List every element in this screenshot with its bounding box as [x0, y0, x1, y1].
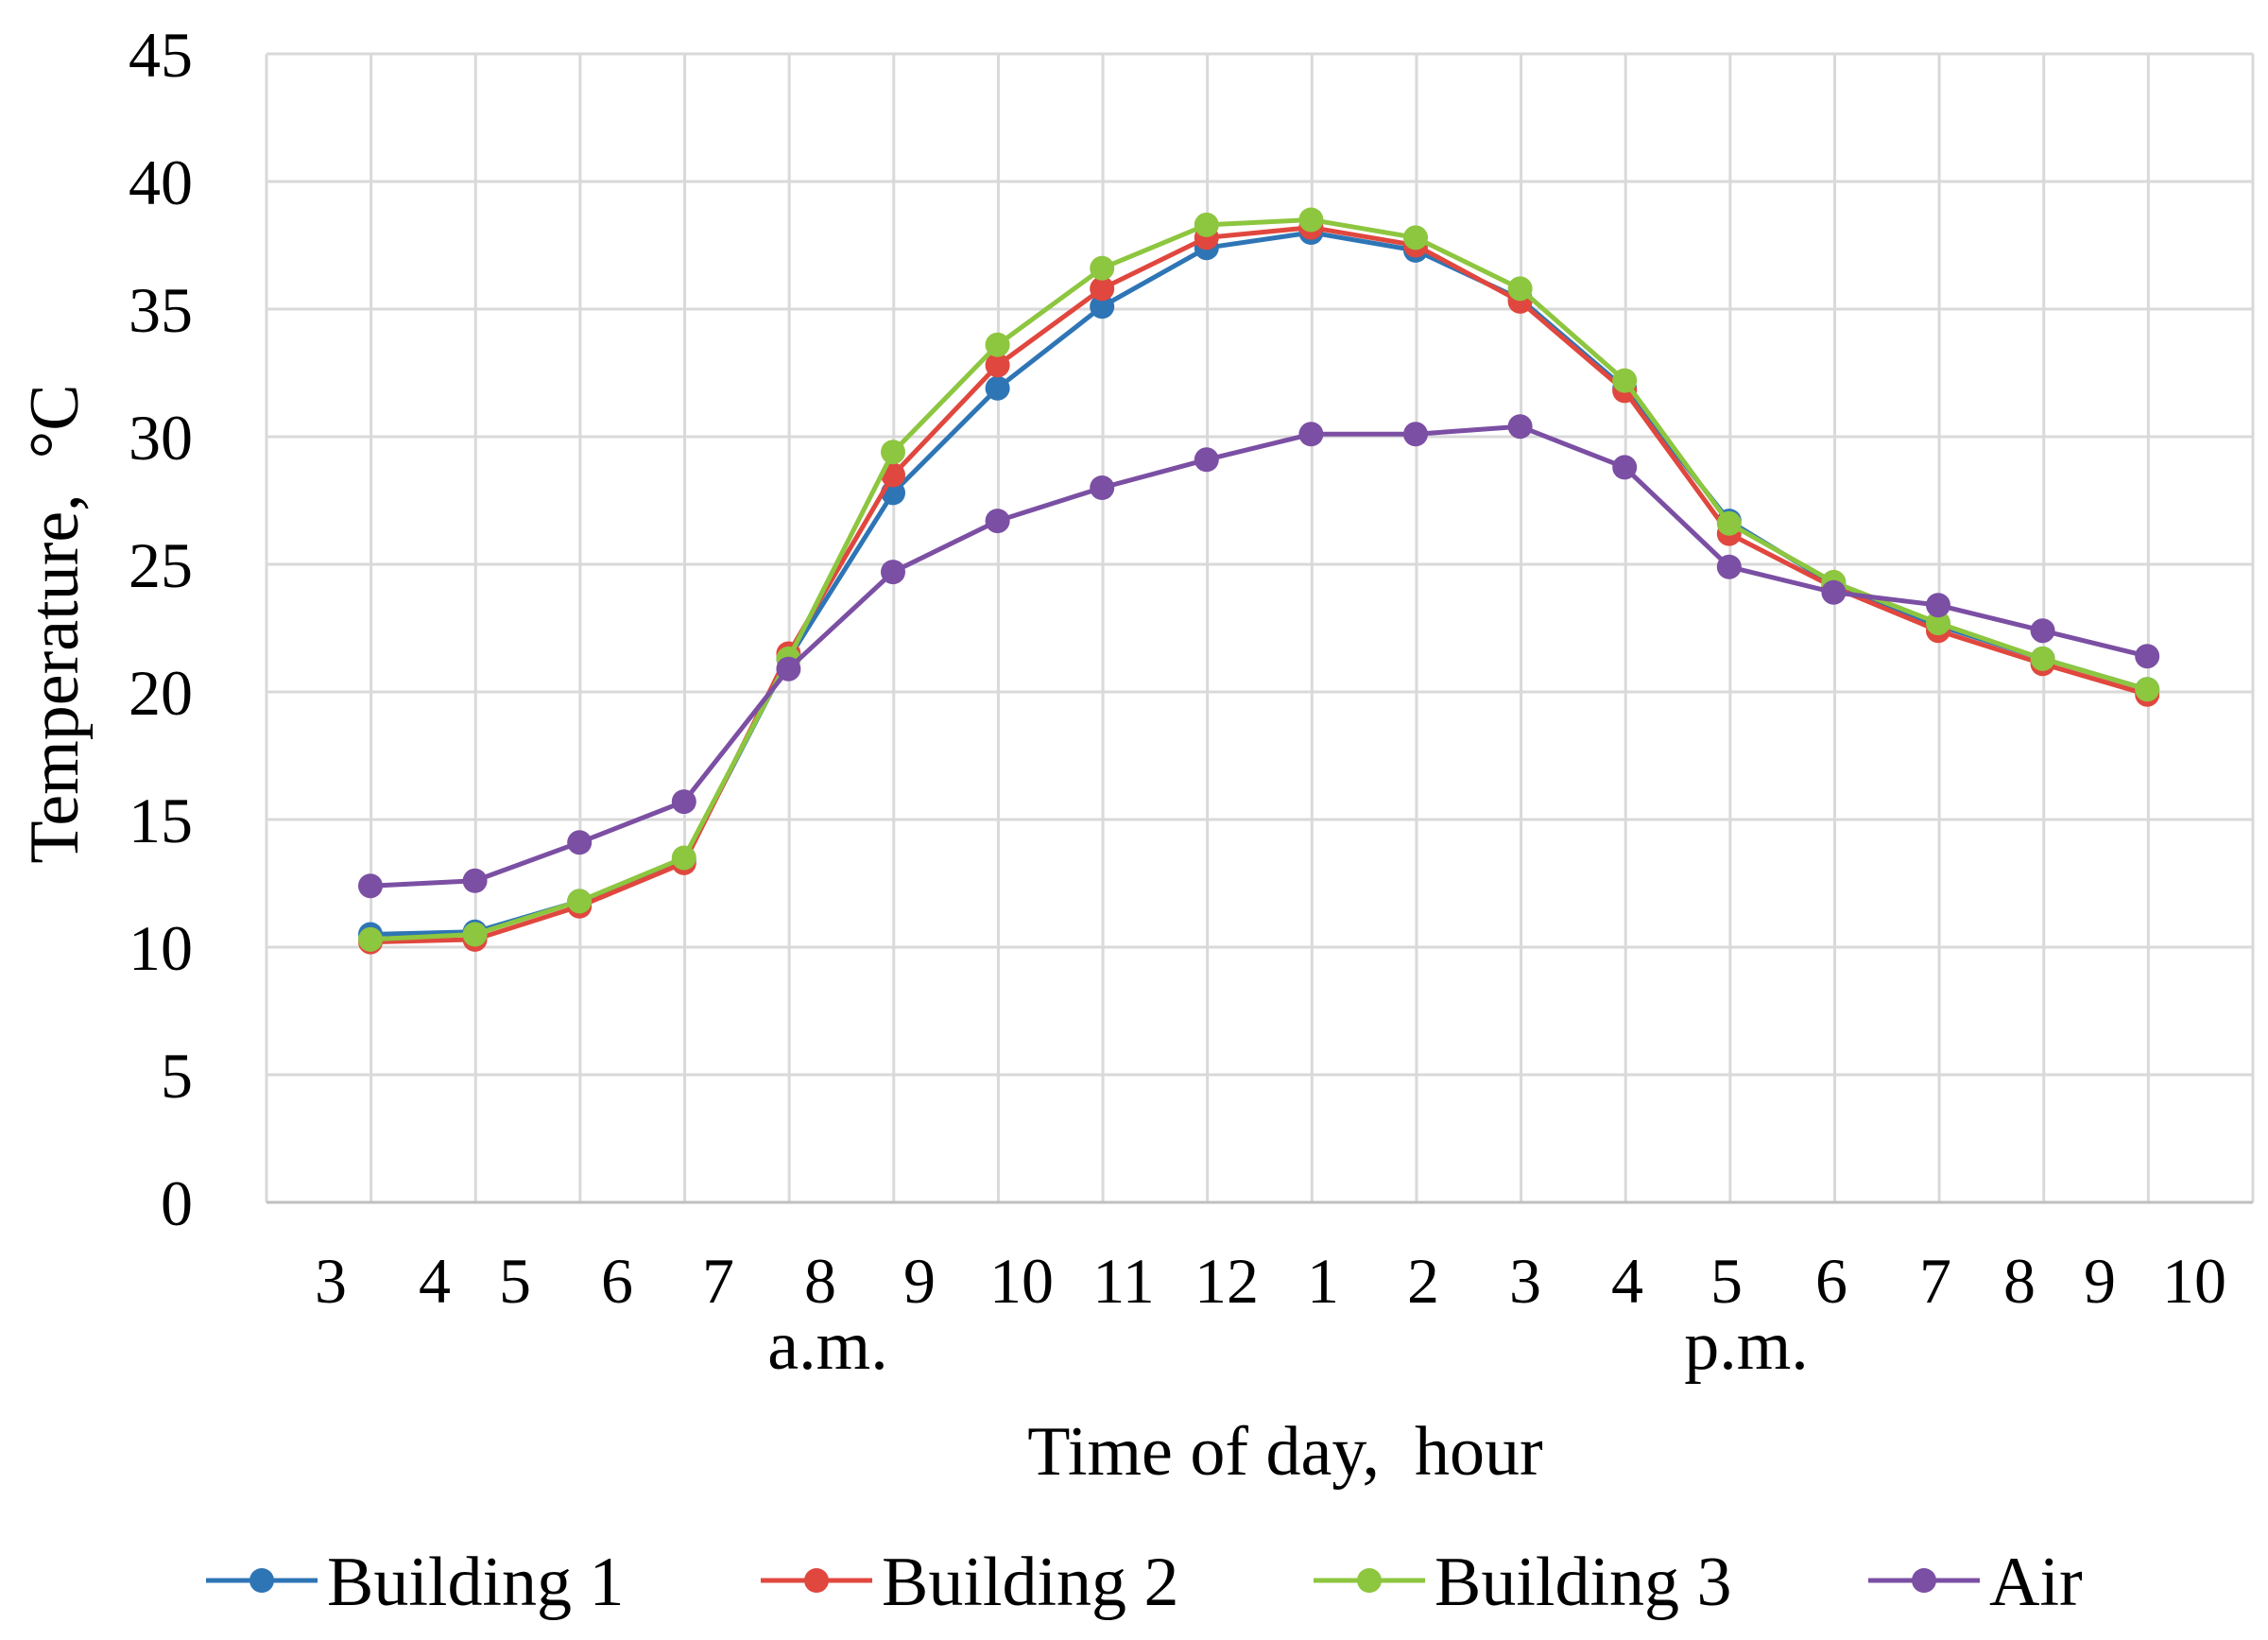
x-tick-label: 8 [2003, 1245, 2036, 1317]
x-tick-label: 4 [1611, 1245, 1643, 1317]
data-point [1612, 455, 1638, 480]
y-tick-label: 30 [129, 402, 193, 474]
data-point [1298, 422, 1324, 447]
data-point [358, 926, 383, 952]
y-tick-label: 5 [161, 1040, 193, 1112]
data-point [462, 922, 488, 947]
data-point [1507, 414, 1533, 440]
data-point [1716, 554, 1742, 579]
data-point [358, 873, 383, 899]
y-tick-label: 25 [129, 529, 193, 601]
y-axis-ticks: 0 5 10 15 20 25 30 35 40 45 [129, 19, 193, 1239]
legend-label: Building 1 [327, 1544, 625, 1621]
data-point [776, 656, 801, 682]
data-point [985, 332, 1010, 357]
data-point [1716, 510, 1742, 536]
x-tick-label: 9 [2084, 1245, 2116, 1317]
y-tick-label: 35 [129, 274, 193, 346]
series-building-2 [358, 215, 2160, 955]
series-line [369, 230, 2148, 937]
x-tick-label: 10 [989, 1245, 1054, 1317]
data-point [1926, 593, 1950, 618]
x-tick-label: 6 [1815, 1245, 1847, 1317]
y-tick-label: 0 [161, 1167, 193, 1239]
data-point [1507, 276, 1533, 302]
series-group [358, 207, 2160, 955]
x-tick-label: 7 [702, 1245, 734, 1317]
y-tick-label: 15 [129, 785, 193, 856]
pm-label: p.m. [1684, 1307, 1809, 1385]
data-point [1194, 447, 1219, 473]
data-point [2030, 646, 2055, 671]
x-tick-label: 3 [315, 1245, 347, 1317]
x-axis-title: Time of day, hour [1027, 1413, 1542, 1491]
data-point [671, 789, 696, 815]
x-tick-label: 1 [1307, 1245, 1339, 1317]
data-point [881, 440, 905, 465]
x-tick-label: 5 [1710, 1245, 1743, 1317]
data-point [671, 845, 696, 871]
series-line [369, 217, 2148, 942]
x-tick-label: 5 [499, 1245, 531, 1317]
am-label: a.m. [767, 1307, 887, 1385]
data-point [1403, 422, 1428, 447]
legend-marker [1357, 1568, 1382, 1593]
legend-item-air: Air [1868, 1544, 2083, 1621]
x-tick-label: 2 [1407, 1245, 1439, 1317]
x-tick-label: 10 [2162, 1245, 2226, 1317]
data-point [2135, 644, 2160, 669]
legend-label: Building 2 [882, 1544, 1179, 1621]
series-line [369, 423, 2148, 889]
series-building-3 [358, 207, 2160, 952]
y-tick-label: 40 [129, 147, 193, 218]
legend-marker [249, 1568, 274, 1593]
legend-label: Building 3 [1435, 1544, 1732, 1621]
y-tick-label: 10 [129, 912, 193, 984]
data-point [2030, 618, 2055, 644]
data-point [985, 353, 1010, 378]
legend: Building 1 Building 2 Building 3 Air [206, 1544, 2083, 1621]
legend-marker [804, 1568, 829, 1593]
data-point [1298, 207, 1324, 233]
data-point [462, 868, 488, 893]
data-point [985, 509, 1010, 534]
data-point [1090, 255, 1115, 281]
data-point [1194, 212, 1219, 237]
legend-item-building-1: Building 1 [206, 1544, 625, 1621]
data-point [2135, 677, 2160, 702]
x-tick-label: 11 [1092, 1245, 1154, 1317]
data-point [881, 560, 905, 585]
data-point [1821, 579, 1847, 605]
x-tick-label: 6 [601, 1245, 633, 1317]
y-tick-label: 20 [129, 657, 193, 729]
x-tick-label: 4 [419, 1245, 451, 1317]
x-tick-label: 7 [1919, 1245, 1951, 1317]
legend-item-building-3: Building 3 [1314, 1544, 1732, 1621]
legend-marker [1912, 1568, 1936, 1593]
y-axis-title: Temperature, °C [16, 384, 94, 863]
x-tick-label: 8 [804, 1245, 836, 1317]
data-point [1403, 225, 1428, 250]
legend-item-building-2: Building 2 [761, 1544, 1179, 1621]
legend-label: Air [1989, 1544, 2083, 1621]
series-line [369, 225, 2148, 945]
series-building-1 [358, 220, 2160, 947]
x-tick-label: 3 [1509, 1245, 1541, 1317]
data-point [1090, 276, 1115, 302]
data-point [985, 375, 1010, 401]
y-tick-label: 45 [129, 19, 193, 91]
data-point [567, 830, 593, 855]
data-point [567, 889, 593, 914]
series-air [358, 414, 2160, 899]
x-tick-label: 9 [903, 1245, 936, 1317]
x-axis-ticks: 3 4 5 6 7 8 9 10 11 12 1 2 3 4 5 6 7 8 9 10 [315, 1245, 2226, 1317]
data-point [1090, 475, 1115, 500]
x-tick-label: 12 [1194, 1245, 1259, 1317]
data-point [1926, 611, 1950, 636]
data-point [1090, 294, 1115, 319]
data-point [1612, 368, 1638, 393]
